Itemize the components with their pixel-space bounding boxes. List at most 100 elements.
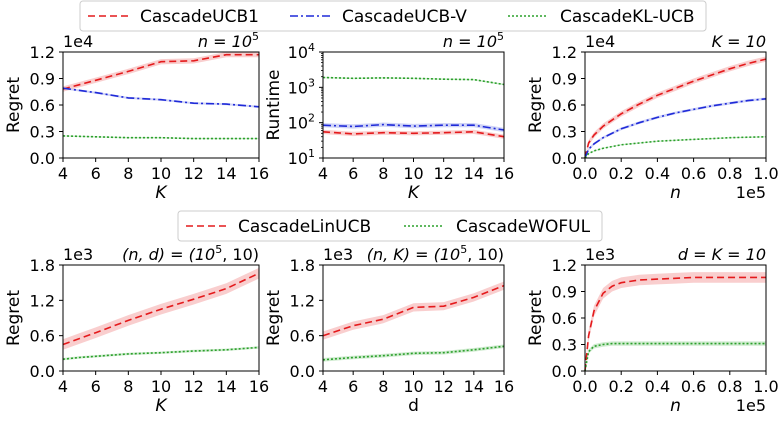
y-tick-label: 0.6 <box>30 327 55 346</box>
x-axis-label: d <box>408 396 419 416</box>
y-tick-label: 0.6 <box>290 327 315 346</box>
panel-title: n = 105 <box>443 30 504 51</box>
x-tick-label: 1.0 <box>753 164 778 183</box>
x-tick-label: 0.2 <box>608 377 633 396</box>
confidence-band <box>585 56 766 158</box>
series-line <box>322 284 505 337</box>
panel-title: n = 105 <box>198 30 259 51</box>
x-tick-label: 8 <box>123 164 133 183</box>
x-tick-label: 4 <box>58 164 68 183</box>
y-tick-label: 1.8 <box>290 256 315 275</box>
y-axis-label: Regret <box>526 290 546 346</box>
x-tick-label: 14 <box>464 164 484 183</box>
x-tick-label: 6 <box>348 377 358 396</box>
x-tick-label: 0.8 <box>717 377 742 396</box>
x-tick-label: 6 <box>348 164 358 183</box>
legend-frame <box>177 210 603 242</box>
x-tick-label: 12 <box>433 164 453 183</box>
confidence-band <box>585 136 766 158</box>
x-tick-label: 8 <box>378 164 388 183</box>
chart-panel-4: 4 6 8 10 12 14 16 0.0 0.6 1.2 1.8 K Regret 1e3 (n, d) … <box>4 243 269 416</box>
y-tick-label: 0.0 <box>30 149 55 168</box>
x-tick-label: 0.4 <box>645 164 670 183</box>
confidence-band <box>585 341 766 371</box>
confidence-band <box>63 346 259 361</box>
legend-label: CascadeKL-UCB <box>560 7 695 27</box>
x-tick-label: 6 <box>91 377 101 396</box>
axes-frame <box>322 51 505 159</box>
x-tick-label: 0.4 <box>645 377 670 396</box>
y-tick-label: 0.9 <box>552 283 577 302</box>
x-tick-label: 12 <box>433 377 453 396</box>
series-line <box>584 58 767 159</box>
series-line <box>62 346 260 360</box>
y-tick-label: 102 <box>288 112 315 133</box>
x-tick-label: 16 <box>494 377 514 396</box>
y-tick-label: 0.6 <box>552 96 577 115</box>
y-tick-label: 1.8 <box>30 256 55 275</box>
y-tick-label: 0.0 <box>30 362 55 381</box>
y-tick-label: 0.6 <box>552 309 577 328</box>
confidence-band <box>323 76 504 86</box>
x-axis-label: K <box>155 183 168 203</box>
y-multiplier: 1e3 <box>585 245 615 264</box>
series-line <box>322 123 505 131</box>
x-tick-label: 0.8 <box>717 164 742 183</box>
y-tick-label: 0.0 <box>552 149 577 168</box>
series-line <box>584 342 766 372</box>
panel-title: K = 10 <box>712 32 766 51</box>
x-axis-label: n <box>670 183 681 203</box>
y-axis-label: Runtime <box>264 69 284 140</box>
series-line <box>62 135 259 140</box>
x-tick-label: 4 <box>318 164 328 183</box>
x-tick-label: 8 <box>378 377 388 396</box>
y-tick-label: 103 <box>288 76 315 97</box>
x-tick-label: 4 <box>58 377 68 396</box>
x-tick-label: 0.0 <box>572 377 597 396</box>
legend-bottom: CascadeLinUCB CascadeWOFUL <box>177 210 603 242</box>
chart-panel-5: 4 6 8 10 12 14 16 0.0 0.6 1.2 1.8 d Regret 1e3 (n, K) … <box>264 243 514 416</box>
x-tick-label: 10 <box>151 164 171 183</box>
x-tick-label: 16 <box>249 164 269 183</box>
y-tick-label: 1.2 <box>30 291 55 310</box>
chart-panel-6: 0.0 0.2 0.4 0.6 0.8 1.0 0.0 0.3 0.6 0.9 1.2 n Regret… <box>526 245 778 416</box>
series-line <box>584 98 767 159</box>
series-line <box>62 87 260 108</box>
x-tick-label: 12 <box>183 164 203 183</box>
y-axis-label: Regret <box>526 77 546 133</box>
panel-title: (n, d) = (105, 10) <box>122 243 259 264</box>
x-tick-label: 10 <box>403 164 423 183</box>
confidence-band <box>585 272 766 371</box>
y-tick-label: 0.0 <box>290 362 315 381</box>
x-tick-label: 0.0 <box>572 164 597 183</box>
x-tick-label: 14 <box>464 377 484 396</box>
legend-label: CascadeWOFUL <box>456 217 591 237</box>
series-line <box>62 53 259 90</box>
y-tick-label: 0.9 <box>30 70 55 89</box>
confidence-band <box>63 87 259 108</box>
confidence-band <box>63 135 259 140</box>
legend-label: CascadeUCB-V <box>342 7 467 27</box>
x-axis-label: K <box>408 183 421 203</box>
x-tick-label: 14 <box>216 164 236 183</box>
y-axis-label: Regret <box>264 290 284 346</box>
axes-frame <box>62 264 260 372</box>
x-axis-label: n <box>670 396 681 416</box>
y-tick-label: 0.6 <box>30 96 55 115</box>
y-multiplier: 1e3 <box>323 245 353 264</box>
x-tick-label: 10 <box>151 377 171 396</box>
y-tick-label: 104 <box>288 41 315 62</box>
confidence-band <box>63 52 259 92</box>
x-tick-label: 14 <box>216 377 236 396</box>
x-tick-label: 10 <box>403 377 423 396</box>
x-tick-label: 1.0 <box>753 377 778 396</box>
confidence-band <box>323 281 504 340</box>
x-tick-label: 6 <box>91 164 101 183</box>
x-tick-label: 16 <box>494 164 514 183</box>
confidence-band <box>323 344 504 362</box>
x-multiplier: 1e5 <box>736 396 766 415</box>
panel-title: d = K = 10 <box>678 245 766 264</box>
series-line <box>62 272 260 346</box>
y-multiplier: 1e3 <box>63 245 93 264</box>
x-tick-label: 16 <box>249 377 269 396</box>
